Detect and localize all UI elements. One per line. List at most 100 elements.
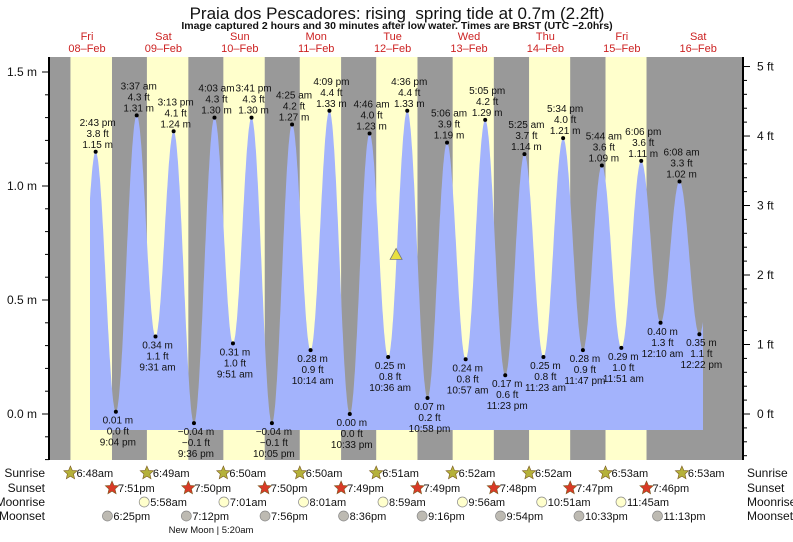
sunrise-star-icon [292,465,308,480]
left-tick-label: 1.0 m [7,179,37,193]
high-tide-point [405,108,410,113]
high-tide-time: 5:05 pm [469,86,505,97]
low-tide-feet: 1.0 ft [224,358,246,369]
high-tide-meters: 1.11 m [628,149,658,160]
day-of-week-label: Fri [81,31,94,43]
sunrise-star-icon [63,465,78,480]
sunset-time: 7:49pm [347,483,384,495]
low-tide-point [503,373,508,378]
high-tide-point [327,108,332,113]
high-tide-feet: 4.4 ft [320,88,342,99]
moonset-icon [573,510,585,522]
low-tide-time: 10:36 am [369,383,411,394]
high-tide-feet: 4.3 ft [205,95,227,106]
moonset-icon [495,510,506,522]
low-tide-meters: −0.04 m [178,427,214,438]
high-tide-meters: 1.14 m [511,142,542,153]
right-tick-label: 0 ft [757,407,774,421]
low-tide-point [580,348,585,353]
low-tide-point [347,412,352,416]
day-of-week-label: Fri [615,31,628,43]
moonset-icon [180,510,192,522]
high-tide-meters: 1.27 m [279,112,310,123]
low-tide-point [697,332,702,337]
current-tide-marker [389,247,403,260]
moonrise-time: 5:58am [150,497,187,509]
high-tide-feet: 4.0 ft [360,111,382,122]
day-of-week-label: Sat [155,31,172,43]
high-tide-feet: 4.4 ft [398,88,420,99]
high-tide-meters: 1.24 m [160,119,191,130]
low-tide-meters: 0.29 m [608,352,639,363]
high-tide-feet: 3.9 ft [438,120,460,131]
moonset-icon [102,510,113,522]
moonrise-time: 11:45am [627,497,669,509]
high-tide-time: 5:25 am [508,120,544,131]
sunrise-time: 6:53am [612,468,649,480]
moon-phase-label: New Moon | 5:20am [169,525,254,536]
high-tide-time: 4:46 am [354,100,390,111]
high-tide-time: 3:13 pm [158,97,194,108]
low-tide-feet: 0.2 ft [418,413,440,424]
low-tide-feet: 1.0 ft [612,363,634,374]
low-tide-meters: 0.35 m [686,338,717,349]
low-tide-meters: 0.31 m [220,347,251,358]
sunrise-time: 6:50am [229,468,266,480]
sunset-star-icon [639,480,654,495]
sunset-star-icon [333,480,349,495]
date-label: 12–Feb [374,43,411,55]
low-tide-feet: 0.9 ft [574,365,596,376]
low-tide-feet: 0.0 ft [107,427,129,438]
right-tick-label: 2 ft [757,268,774,282]
low-tide-meters: 0.01 m [103,416,134,427]
low-tide-meters: −0.04 m [256,427,292,438]
sunset-row-label-left: Sunset [8,481,46,495]
low-tide-time: 10:57 am [447,385,489,396]
moonset-time: 7:56pm [271,511,308,523]
moonset-icon [416,510,428,522]
high-tide-meters: 1.23 m [356,122,387,133]
low-tide-point [269,421,274,426]
moonset-time: 7:12pm [192,511,229,523]
moonrise-icon [457,496,468,508]
high-tide-point [599,163,604,168]
low-tide-feet: 0.8 ft [379,372,401,383]
high-tide-time: 4:09 pm [313,77,349,88]
moonset-time: 9:16pm [428,511,465,523]
high-tide-meters: 1.09 m [589,153,620,164]
high-tide-feet: 4.3 ft [242,95,264,106]
date-label: 11–Feb [298,43,335,55]
moonset-time: 10:33pm [585,511,628,523]
sunrise-star-icon [445,465,461,480]
low-tide-time: 12:22 pm [681,360,723,371]
sunset-star-icon [486,480,502,495]
sunset-time: 7:48pm [500,483,537,495]
date-label: 14–Feb [527,43,564,55]
moonrise-time: 10:51am [548,497,591,509]
chart-title: Praia dos Pescadores: rising spring tide… [190,4,605,23]
sunrise-star-icon [521,465,537,480]
sunrise-star-icon [139,465,155,480]
high-tide-time: 5:44 am [586,131,622,142]
sunrise-time: 6:51am [382,468,419,480]
moonrise-icon [377,496,389,508]
moonrise-icon [138,496,150,508]
sunrise-row-label-right: Sunrise [747,466,788,480]
low-tide-time: 9:51 am [217,369,253,380]
high-tide-time: 5:34 pm [547,104,583,115]
right-tick-label: 3 ft [757,199,774,213]
moonrise-time: 8:01am [310,497,347,509]
day-of-week-label: Thu [536,31,555,43]
low-tide-time: 11:23 am [525,383,566,394]
high-tide-point [561,136,566,141]
high-tide-meters: 1.21 m [550,126,581,137]
low-tide-time: 12:10 am [642,349,684,360]
sunrise-star-icon [674,465,690,480]
low-tide-point [386,355,391,359]
sunrise-star-icon [215,465,231,480]
left-tick-label: 0.5 m [7,293,37,307]
sunrise-time: 6:50am [306,468,343,480]
moonset-icon [338,510,349,522]
low-tide-meters: 0.17 m [492,379,523,390]
